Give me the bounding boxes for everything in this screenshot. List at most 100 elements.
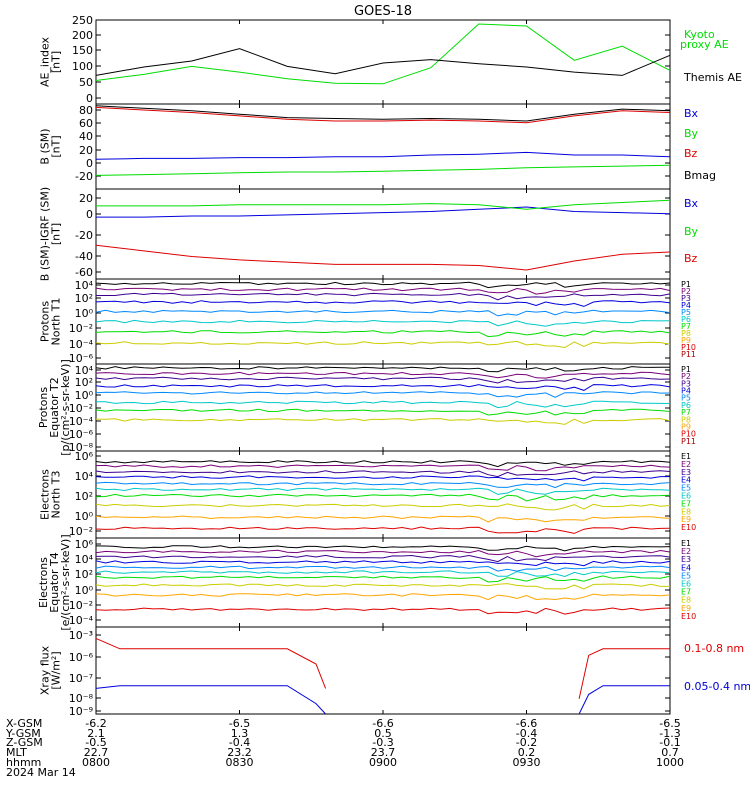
y-tick-label: 10⁻³ <box>69 629 93 642</box>
channel-line <box>95 300 671 307</box>
y-tick-label: 10⁻² <box>69 322 93 335</box>
legend-item: E10 <box>681 612 696 621</box>
legend-item: E7 <box>681 499 691 508</box>
channel-line <box>95 464 671 472</box>
footer-value: -0.4 <box>516 727 537 740</box>
y-tick-label: -20 <box>75 170 93 183</box>
legend-item: E7 <box>681 588 691 597</box>
channel-line <box>95 593 671 601</box>
y-axis-label: [e/(cm²-s-sr-keV)] <box>59 534 72 630</box>
y-axis-label: [nT] <box>50 51 63 73</box>
channel-line <box>95 400 671 409</box>
y-tick-label: 250 <box>72 14 93 27</box>
y-tick-label: 10⁻⁶ <box>69 651 94 664</box>
channel-line <box>95 545 671 552</box>
channel-line <box>95 575 671 583</box>
footer-value: 0.7 <box>661 746 679 759</box>
y-axis-label: AE_index <box>39 36 52 87</box>
legend-item: P7 <box>681 408 691 417</box>
y-axis-label: Protons <box>37 387 50 428</box>
legend-item: proxy AE <box>680 38 729 51</box>
channel-line <box>95 481 671 489</box>
panel-frame <box>95 626 671 715</box>
legend-item: P9 <box>681 336 691 345</box>
legend: Bx By Bz Bmag <box>684 107 716 182</box>
legend-item: By <box>684 127 699 140</box>
legend-item: P4 <box>681 387 691 396</box>
legend: 0.1-0.8 nm 0.05-0.4 nm <box>684 642 750 693</box>
channel-line <box>95 460 671 468</box>
footer-value: 0900 <box>369 756 397 769</box>
y-tick-label: 10⁻⁹ <box>69 705 93 718</box>
channel-line <box>95 371 671 379</box>
panel-frame <box>95 363 671 452</box>
legend-item: E5 <box>681 484 691 493</box>
channel-line <box>95 281 671 289</box>
footer-value: 23.2 <box>227 746 252 759</box>
legend-item: E8 <box>681 596 691 605</box>
legend-item: P1 <box>681 280 691 289</box>
footer-value: 0930 <box>513 756 541 769</box>
y-axis-label: Equator T4 <box>48 552 61 612</box>
y-tick-label: 10² <box>75 568 93 581</box>
legend-item: P10 <box>681 430 696 439</box>
y-tick-label: 10⁻⁶ <box>69 428 94 441</box>
legend-item: P3 <box>681 379 691 388</box>
footer-value: 1000 <box>656 756 684 769</box>
channel-line <box>95 309 671 317</box>
legend-item: E6 <box>681 580 691 589</box>
legend-item: P5 <box>681 308 691 317</box>
footer-value: -0.5 <box>85 736 106 749</box>
legend-item: Themis AE <box>683 71 742 84</box>
channel-line <box>95 583 670 590</box>
legend-item: Bmag <box>684 169 716 182</box>
y-tick-label: -60 <box>75 266 93 279</box>
y-tick-label: 10⁰ <box>75 389 94 402</box>
legend-item: P10 <box>681 343 696 352</box>
y-axis-label: [nT] <box>50 135 63 157</box>
legend-item: P8 <box>681 415 691 424</box>
y-axis-label: [nT] <box>50 223 63 245</box>
channel-line <box>95 376 671 384</box>
y-tick-label: 40 <box>79 130 93 143</box>
series-line <box>96 199 671 210</box>
series-line <box>95 151 671 160</box>
legend-item: Bz <box>684 147 698 160</box>
channel-line <box>95 560 671 567</box>
legend-item: Bz <box>684 252 698 265</box>
y-tick-label: 200 <box>72 29 93 42</box>
channel-line <box>95 366 671 373</box>
footer-value: -6.5 <box>229 717 250 730</box>
legend-item: E1 <box>681 452 691 461</box>
legend-item: E5 <box>681 571 691 580</box>
footer-row-label: Y-GSM <box>5 727 41 740</box>
legend-item: P6 <box>681 401 691 410</box>
legend-item: P7 <box>681 322 691 331</box>
y-axis-label: [p/(cm²-s-sr-keV)] <box>59 359 72 456</box>
channel-line <box>95 570 671 578</box>
y-tick-label: 10⁻² <box>69 402 93 415</box>
y-tick-label: 10⁶ <box>75 538 94 551</box>
y-axis-label: Electrons <box>39 469 52 520</box>
legend-item: P1 <box>681 365 691 374</box>
channel-line <box>95 319 671 327</box>
footer-value: -0.1 <box>659 736 680 749</box>
y-tick-label: 10² <box>75 376 93 389</box>
y-axis-label: Electrons <box>37 557 50 608</box>
footer-row-label: 2024 Mar 14 <box>6 766 76 779</box>
legend-item: P8 <box>681 329 691 338</box>
channel-line <box>96 292 671 301</box>
y-tick-label: 10⁰ <box>75 584 94 597</box>
channel-line <box>95 340 671 349</box>
channel-line <box>95 526 671 534</box>
legend-item: 0.05-0.4 nm <box>684 680 750 693</box>
legend-item: E3 <box>681 555 691 564</box>
legend-item: P2 <box>681 372 691 381</box>
